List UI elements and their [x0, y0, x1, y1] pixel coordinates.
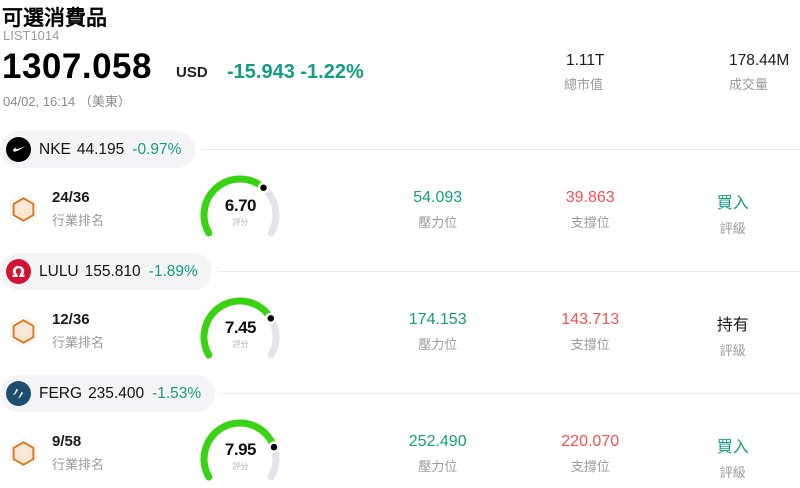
rank-value: 12/36: [52, 311, 90, 328]
rank-badge-icon: [9, 315, 38, 348]
score-value: 7.45: [224, 318, 257, 337]
pressure-column: 54.093 壓力位: [370, 173, 505, 243]
rating-label: 評級: [719, 221, 746, 236]
support-label: 支撐位: [570, 337, 610, 352]
pressure-column: 252.490 壓力位: [370, 417, 505, 487]
score-label: 評分: [232, 340, 249, 349]
stock-pill-nke[interactable]: NKE 44.195 -0.97%: [0, 131, 196, 168]
support-value: 39.863: [565, 189, 615, 206]
support-column: 143.713 支撐位: [523, 295, 658, 365]
index-header: 可選消費品 LIST1014 1307.058 USD -15.943 -1.2…: [0, 0, 800, 131]
volume-value: 178.44M: [729, 52, 790, 69]
score-gauge: 7.95 評分: [194, 417, 286, 483]
ticker-price: 155.810: [84, 262, 141, 280]
rank-value: 9/58: [52, 433, 82, 450]
row-divider: [201, 149, 800, 150]
rating-column: 買入 評級: [665, 173, 800, 243]
rank-value: 24/36: [52, 189, 90, 206]
ticker-symbol: FERG: [39, 384, 83, 402]
score-value: 6.70: [224, 196, 257, 215]
support-label: 支撐位: [570, 459, 610, 474]
nike-logo-icon: [6, 137, 31, 162]
stock-row-lulu: Ω LULU 155.810 -1.89% 12/36 行業排名: [0, 253, 800, 375]
support-value: 220.070: [561, 433, 620, 450]
pressure-label: 壓力位: [418, 215, 458, 230]
pressure-value: 174.153: [408, 311, 467, 328]
ticker-symbol: LULU: [39, 262, 79, 280]
ticker-change: -1.53%: [152, 384, 202, 402]
stock-pill-ferg[interactable]: FERG 235.400 -1.53%: [0, 375, 216, 412]
rating-label: 評級: [719, 343, 746, 358]
list-id: LIST1014: [3, 28, 60, 43]
index-change: -15.943 -1.22%: [227, 61, 364, 83]
rank-badge-icon: [9, 193, 38, 226]
score-label: 評分: [232, 462, 249, 471]
ticker-change: -0.97%: [132, 140, 182, 158]
pressure-value: 252.490: [408, 433, 467, 450]
rating-label: 評級: [719, 465, 746, 480]
stock-row-nke: NKE 44.195 -0.97% 24/36 行業排名 6.70: [0, 131, 800, 253]
market-cap-label: 總市值: [564, 77, 604, 92]
rating-value: 買入: [716, 439, 749, 456]
index-price: 1307.058: [2, 47, 152, 86]
currency-label: USD: [176, 64, 208, 81]
rank-badge-icon: [9, 437, 38, 470]
stock-pill-lulu[interactable]: Ω LULU 155.810 -1.89%: [0, 253, 212, 290]
row-divider: [221, 393, 800, 394]
rank-label: 行業排名: [52, 213, 105, 228]
market-cap-value: 1.11T: [566, 52, 605, 69]
industry-rank-block: 12/36 行業排名: [0, 295, 194, 365]
rating-column: 買入 評級: [665, 417, 800, 487]
quote-timestamp: 04/02, 16:14 （美東）: [3, 94, 131, 109]
ticker-price: 235.400: [88, 384, 145, 402]
rank-label: 行業排名: [52, 457, 105, 472]
pressure-label: 壓力位: [418, 337, 458, 352]
support-column: 39.863 支撐位: [523, 173, 658, 243]
industry-rank-block: 9/58 行業排名: [0, 417, 194, 487]
stock-row-ferg: FERG 235.400 -1.53% 9/58 行業排名 7.95: [0, 375, 800, 488]
industry-rank-block: 24/36 行業排名: [0, 173, 194, 243]
score-gauge: 7.45 評分: [194, 295, 286, 361]
pressure-label: 壓力位: [418, 459, 458, 474]
pressure-value: 54.093: [413, 189, 463, 206]
score-label: 評分: [232, 218, 249, 227]
rating-value: 持有: [716, 317, 749, 334]
row-divider: [217, 271, 800, 272]
ticker-price: 44.195: [76, 140, 125, 158]
pressure-column: 174.153 壓力位: [370, 295, 505, 365]
ferguson-logo-icon: [6, 381, 31, 406]
lululemon-logo-icon: Ω: [6, 259, 31, 284]
support-value: 143.713: [561, 311, 620, 328]
support-label: 支撐位: [570, 215, 610, 230]
volume-label: 成交量: [729, 77, 769, 92]
ticker-change: -1.89%: [148, 262, 198, 280]
rating-column: 持有 評級: [665, 295, 800, 365]
support-column: 220.070 支撐位: [523, 417, 658, 487]
rating-value: 買入: [716, 195, 749, 212]
page-title: 可選消費品: [2, 7, 107, 30]
score-gauge: 6.70 評分: [194, 173, 286, 239]
score-value: 7.95: [224, 440, 257, 459]
ticker-symbol: NKE: [39, 140, 71, 158]
rank-label: 行業排名: [52, 335, 105, 350]
